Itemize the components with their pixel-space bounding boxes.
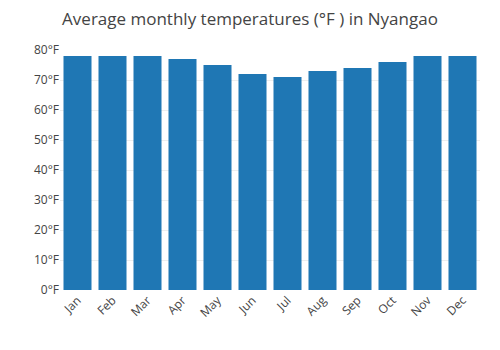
svg-text:Dec: Dec — [443, 292, 470, 319]
svg-text:Sep: Sep — [338, 292, 365, 319]
svg-text:Average monthly temperatures (: Average monthly temperatures (°F ) in Ny… — [62, 7, 438, 30]
svg-text:80°F: 80°F — [34, 41, 59, 58]
svg-text:50°F: 50°F — [34, 131, 59, 148]
svg-text:Aug: Aug — [302, 292, 330, 320]
svg-text:20°F: 20°F — [34, 221, 59, 238]
svg-text:70°F: 70°F — [34, 71, 59, 88]
svg-text:Jul: Jul — [272, 292, 294, 314]
svg-text:May: May — [196, 291, 225, 320]
svg-text:60°F: 60°F — [34, 101, 59, 118]
svg-text:Jun: Jun — [234, 292, 259, 317]
svg-text:Apr: Apr — [164, 292, 190, 318]
svg-text:Jan: Jan — [60, 292, 85, 317]
svg-text:Nov: Nov — [407, 292, 435, 320]
svg-text:10°F: 10°F — [34, 251, 59, 268]
svg-text:30°F: 30°F — [34, 191, 59, 208]
svg-text:Mar: Mar — [127, 292, 155, 320]
svg-text:Oct: Oct — [374, 292, 400, 318]
svg-text:0°F: 0°F — [41, 281, 59, 298]
svg-text:Feb: Feb — [93, 292, 119, 318]
svg-text:40°F: 40°F — [34, 161, 59, 178]
